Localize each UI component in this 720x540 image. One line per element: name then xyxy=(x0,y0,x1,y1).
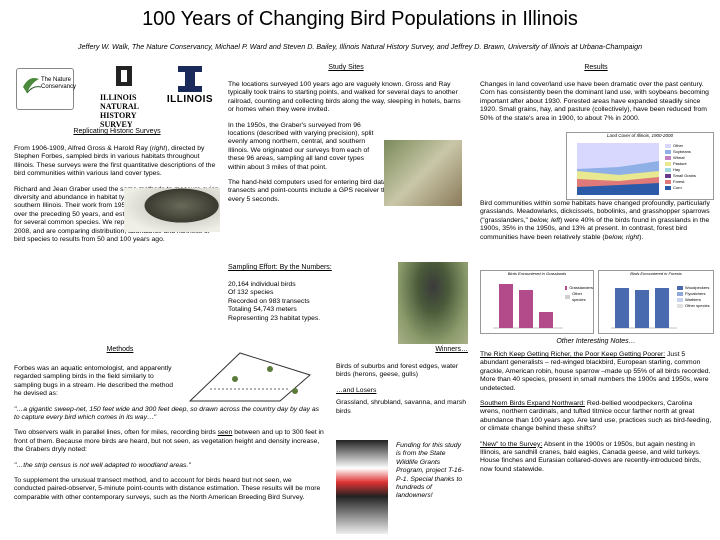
poster-title: 100 Years of Changing Bird Populations i… xyxy=(142,8,578,30)
legend-item: Pasture xyxy=(665,161,713,167)
winners-losers-section: Winners… Birds of suburbs and forest edg… xyxy=(336,346,468,423)
sampling-line-4: Totaling 54,743 meters xyxy=(228,306,297,314)
methods-section: Methods Forbes was an aquatic entomologi… xyxy=(14,346,324,532)
bar-1900s xyxy=(499,284,513,328)
other-notes-section: Other Interesting Notes… The Rich Keep G… xyxy=(480,338,712,481)
bird-icon xyxy=(292,388,298,394)
methods-paragraph-3: To supplement the unusual transect metho… xyxy=(14,477,321,501)
legend-item: Woodpeckers xyxy=(677,285,713,291)
poster-authors: Jeffery W. Walk, The Nature Conservancy,… xyxy=(77,42,643,51)
sampling-section: Sampling Effort: By the Numbers: 20,164 … xyxy=(228,264,398,323)
legend-item: Soybeans xyxy=(665,149,713,155)
forest-chart-title: Birds Encountered in Forests xyxy=(630,271,682,276)
note-southern-birds: Southern Birds Expand Northward: Red-bel… xyxy=(480,400,712,433)
study-sites-section: Study Sites The locations surveyed 100 y… xyxy=(228,64,464,211)
historic-photo xyxy=(124,188,220,232)
leaf-icon xyxy=(23,78,42,94)
legend-item: Other species xyxy=(677,303,713,309)
sampling-line-5: Representing 23 habitat types. xyxy=(228,314,321,322)
legend-item: Small Grains xyxy=(665,173,713,179)
methods-paragraph-1: Forbes was an aquatic entomologist, and … xyxy=(14,365,174,398)
replicating-paragraph-2: Richard and Jean Graber used the same me… xyxy=(14,185,220,244)
bird-icon xyxy=(267,366,273,372)
winners-text: Birds of suburbs and forest edges, water… xyxy=(336,363,459,379)
sampling-line-2: Of 132 species xyxy=(228,289,274,297)
bar-2000s xyxy=(539,312,553,328)
land-cover-legend: Other Soybeans Wheat Pasture Hay Small G… xyxy=(665,143,713,191)
funding-text: Funding for this study is from the State… xyxy=(396,442,464,500)
legend-item: Forest xyxy=(665,179,713,185)
legend-item: Other xyxy=(665,143,713,149)
results-paragraph-1: Changes in land cover/land use have been… xyxy=(480,81,709,122)
nhs-line-2: NATURAL xyxy=(100,102,139,111)
legend-item: Wheat xyxy=(665,155,713,161)
nhs-line-3: HISTORY xyxy=(100,111,137,120)
nature-conservancy-logo: The Nature Conservancy xyxy=(16,68,77,110)
grassland-chart-title: Birds Encountered in Grasslands xyxy=(507,271,567,276)
illinois-wordmark: ILLINOIS xyxy=(166,94,214,105)
nhs-logo: ILLINOIS NATURAL HISTORY SURVEY xyxy=(96,64,152,140)
grassland-plot xyxy=(493,284,563,329)
nature-conservancy-name: The Nature Conservancy xyxy=(41,77,77,90)
goose-photo xyxy=(398,262,468,344)
nhs-line-1: ILLINOIS xyxy=(100,93,137,102)
sampling-line-3: Recorded on 983 transects xyxy=(228,297,310,305)
methods-paragraph-2: Two observers walk in parallel lines, of… xyxy=(14,429,324,454)
survey-emblem-icon xyxy=(116,66,132,86)
results-heading: Results xyxy=(584,64,608,71)
block-i-icon xyxy=(178,66,202,92)
sampling-line-1: 20,164 individual birds xyxy=(228,281,296,288)
legend-item: Corn xyxy=(665,185,713,191)
losers-text: Grassland, shrubland, savanna, and marsh… xyxy=(336,399,466,415)
methods-heading: Methods xyxy=(106,346,134,353)
bar-1950s xyxy=(519,290,533,328)
study-sites-paragraph-2: In the 1950s, the Graber's surveyed from… xyxy=(228,121,374,171)
replicating-section: Replicating Historic Surveys From 1906-1… xyxy=(14,128,220,338)
land-cover-chart: Land Cover of Illinois, 1900-2000 Other … xyxy=(566,132,714,200)
forest-chart: Birds Encountered in Forests Woodpeckers… xyxy=(598,270,714,334)
replicating-paragraph-1: From 1906-1909, Alfred Gross & Harold Ra… xyxy=(14,145,216,178)
study-sites-heading: Study Sites xyxy=(328,64,364,71)
observer-photo xyxy=(384,140,462,206)
bar-1950s xyxy=(635,290,649,328)
legend-item: Hay xyxy=(665,167,713,173)
illinois-logo xyxy=(160,64,220,110)
methods-quote-2: "…the strip census is not well adapted t… xyxy=(14,461,191,469)
results-paragraph-2: Bird communities within some habitats ha… xyxy=(480,200,710,241)
bird-icon xyxy=(232,376,238,382)
replicating-heading: Replicating Historic Surveys xyxy=(73,128,161,135)
bar-1900s xyxy=(615,288,629,328)
woodpecker-photo xyxy=(336,440,388,534)
legend-item: Flycatchers xyxy=(677,291,713,297)
winners-heading: Winners… xyxy=(435,346,468,353)
note-rich-poorer: The Rich Keep Getting Richer, the Poor K… xyxy=(480,351,711,392)
sampling-heading: Sampling Effort: By the Numbers: xyxy=(228,264,332,271)
study-sites-paragraph-1: The locations surveyed 100 years ago are… xyxy=(228,81,461,114)
study-sites-paragraph-3: The hand-held computers used for enterin… xyxy=(228,179,452,203)
methods-quote-1: "…a gigantic sweep-net, 150 feet wide an… xyxy=(14,405,320,422)
note-new-to-survey: "New" to the Survey: Absent in the 1900s… xyxy=(480,440,702,473)
forest-plot xyxy=(611,288,677,329)
legend-item: Grasslanders xyxy=(565,285,593,291)
legend-item: Warblers xyxy=(677,297,713,303)
other-notes-heading: Other Interesting Notes… xyxy=(556,338,636,345)
bar-2000s xyxy=(655,288,669,328)
land-cover-plot xyxy=(577,143,659,195)
land-cover-chart-title: Land Cover of Illinois, 1900-2000 xyxy=(606,133,674,138)
transect-diagram xyxy=(188,352,312,402)
grassland-chart: Birds Encountered in Grasslands Grasslan… xyxy=(480,270,594,334)
area-corn xyxy=(577,183,659,195)
results-section: Results Changes in land cover/land use h… xyxy=(480,64,712,130)
losers-heading: …and Losers xyxy=(336,386,377,394)
legend-item: Other species xyxy=(565,291,593,303)
nhs-line-4: SURVEY xyxy=(100,120,133,129)
